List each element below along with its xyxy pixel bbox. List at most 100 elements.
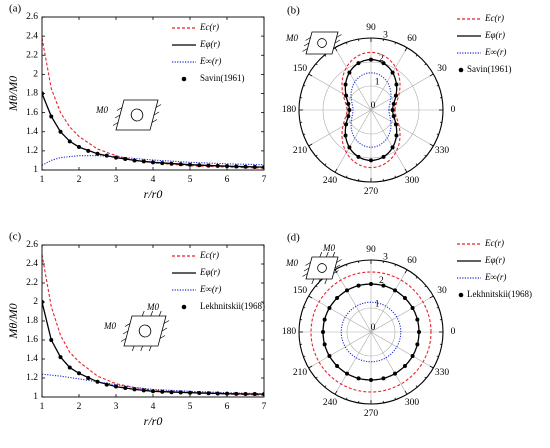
x-tick-label: 5 [188,402,193,412]
angle-tick-label: 30 [437,64,447,74]
moment-arrow-icon [303,267,310,272]
polar-angle-tick [303,84,306,87]
moment-arrow-icon [317,278,321,285]
series-line-ec-r [42,37,264,169]
moment-arrow-icon [112,122,119,126]
y-tick-label: 2.4 [26,31,38,41]
polar-angle-tick [429,365,434,369]
data-point-lekhnitskii-1968 [215,391,220,396]
x-tick-label: 2 [77,402,82,412]
data-point-savin-1961 [347,145,352,150]
legend-label: Ec(r) [199,22,219,32]
polar-angle-tick [394,42,397,45]
data-point-savin-1961 [347,108,352,112]
moment-arrow-icon [163,320,170,324]
load-label-left: M0 [285,258,298,268]
data-point-savin-1961 [390,145,395,150]
data-point-lekhnitskii-1968 [335,296,340,301]
data-point-savin-1961 [160,161,165,166]
angle-tick-label: 270 [364,409,379,419]
plate-outline [305,256,339,280]
polar-grid-spoke [370,331,434,369]
y-tick-label: 1.8 [26,316,38,326]
polar-angle-tick [334,390,338,395]
plate-outline [123,315,167,347]
radial-tick-label: 1 [375,78,380,88]
data-point-savin-1961 [123,157,128,162]
y-tick-label: 2 [33,70,38,80]
data-point-savin-1961 [86,148,91,153]
legend-label: Ec(r) [484,13,504,23]
data-point-savin-1961 [356,154,361,159]
polar-grid-spoke [308,331,372,369]
data-point-savin-1961 [178,162,183,167]
moment-arrow-icon [148,345,152,352]
polar-angle-tick [334,47,338,52]
angle-tick-label: 60 [407,256,417,266]
moment-arrow-icon [155,104,162,108]
data-point-lekhnitskii-1968 [369,378,373,382]
polar-angle-tick [315,285,318,288]
series-line-ec-r [310,271,432,393]
angle-tick-label: 240 [323,176,338,186]
moment-arrow-icon [336,34,342,38]
polar-angle-tick [308,365,313,369]
polar-angle-tick [424,285,427,288]
radial-tick-label: 2 [379,54,384,64]
moment-arrow-icon [161,327,168,332]
polar-angle-tick [303,133,306,136]
polar-angle-tick [345,397,348,400]
legend-label: E∞(r) [199,56,221,66]
plate-schematic-b: M0 [285,31,342,55]
moment-arrow-icon [303,42,310,47]
polar-angle-tick [394,397,397,400]
load-label-top: M0 [146,302,159,312]
polar-angle-tick [334,269,338,274]
polar-grid-spoke [370,331,408,395]
polar-angle-tick [303,355,306,358]
polar-angle-tick [404,47,408,52]
moment-arrow-icon [333,45,339,49]
data-point-lekhnitskii-1968 [141,388,146,393]
legend-label: Lekhnitskii(1968) [200,301,265,311]
x-axis-label: r/r0 [144,414,163,428]
y-tick-label: 1 [33,165,38,175]
data-point-lekhnitskii-1968 [410,306,415,310]
moment-arrow-icon [334,264,341,269]
data-point-savin-1961 [169,161,174,166]
data-point-lekhnitskii-1968 [49,338,54,342]
legend-label: E∞(r) [199,284,221,294]
data-point-savin-1961 [252,164,257,169]
polar-angle-tick [424,154,427,157]
data-point-lekhnitskii-1968 [178,390,183,395]
data-point-savin-1961 [197,163,202,168]
y-tick-label: 2.2 [26,50,38,60]
y-tick-label: 1.6 [26,108,38,118]
angle-tick-label: 180 [282,327,297,337]
series-line-ec-r [341,51,401,169]
moment-arrow-icon [120,338,127,342]
load-label-left: M0 [95,105,108,115]
legend-panel-b: Ec(r) Eφ(r) E∞(r) Savin(1961) [457,13,512,74]
data-point-lekhnitskii-1968 [206,391,211,396]
data-point-savin-1961 [114,155,118,160]
polar-angle-tick [436,133,439,136]
polar-grid-spoke [370,109,408,173]
data-point-lekhnitskii-1968 [322,342,327,347]
x-tick-label: 2 [77,175,82,185]
data-point-savin-1961 [369,57,373,62]
radial-tick-label: 2 [379,276,384,286]
x-tick-label: 7 [262,402,267,412]
polar-angle-tick [404,390,408,395]
moment-arrow-icon [333,270,339,274]
x-tick-label: 6 [225,402,230,412]
legend-label: Ec(r) [199,250,219,260]
angle-tick-label: 210 [293,368,308,378]
moment-arrow-icon [324,278,328,285]
moment-arrow-icon [124,323,131,327]
data-point-savin-1961 [77,145,81,150]
data-point-savin-1961 [151,160,155,165]
data-point-savin-1961 [390,108,395,112]
moment-arrow-icon [302,48,308,52]
data-point-lekhnitskii-1968 [262,392,264,397]
